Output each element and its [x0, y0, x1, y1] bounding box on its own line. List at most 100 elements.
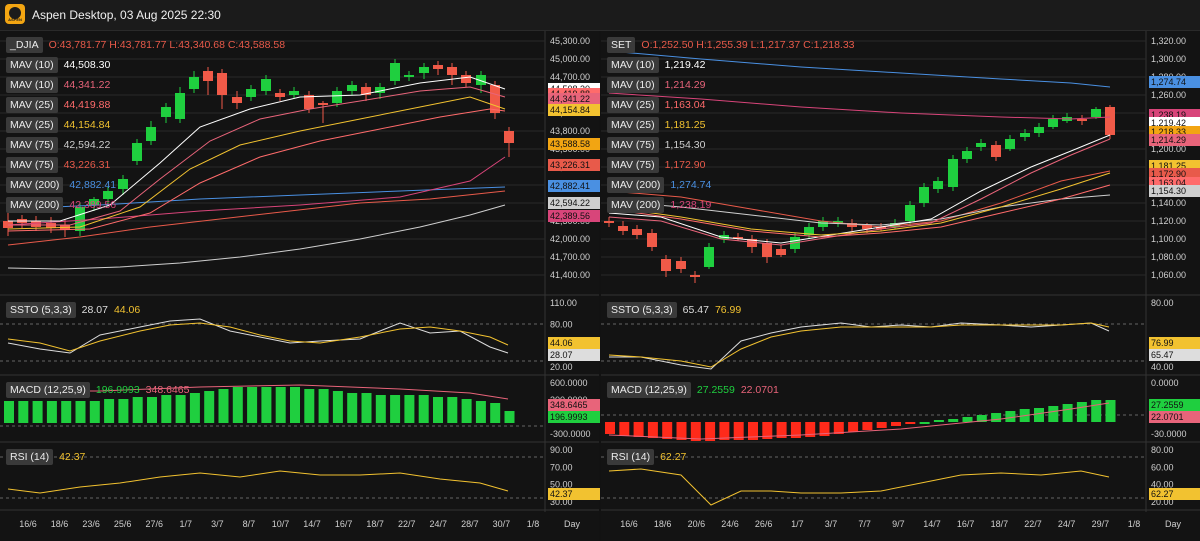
macd-histogram-bar	[819, 422, 830, 436]
macd-histogram-bar	[32, 401, 43, 423]
legend-label: MAV (25)	[607, 97, 659, 113]
candle-body	[919, 187, 929, 203]
legend-row: MAV (75) 43,226.31	[6, 157, 116, 173]
candle-body	[804, 227, 814, 235]
legend-value: 44,341.22	[63, 79, 111, 91]
date-axis-tick: 1/7	[791, 519, 804, 529]
macd-histogram-bar	[905, 422, 916, 424]
macd-histogram-bar	[733, 422, 744, 440]
price-axis-tick: 41,700.00	[550, 252, 590, 262]
rsi-line	[7, 470, 509, 494]
macd-histogram-bar	[304, 389, 315, 423]
candle-body	[1005, 139, 1015, 149]
macd-histogram-bar	[1091, 400, 1102, 422]
date-axis-tick: 16/7	[957, 519, 975, 529]
mav75-white-line	[7, 204, 506, 270]
candle-body	[1105, 107, 1115, 135]
macd-histogram-bar	[762, 422, 773, 439]
candle-body	[332, 91, 342, 103]
candle-body	[948, 159, 958, 187]
ssto-name: SSTO (5,3,3)	[6, 302, 76, 318]
mav75-white-line	[608, 194, 1111, 226]
candle-body	[991, 145, 1001, 157]
candle-body	[862, 225, 872, 229]
macd-histogram-bar	[790, 422, 801, 438]
ssto-d-value: 44.06	[113, 304, 141, 316]
macd-histogram-bar	[218, 389, 229, 423]
date-axis-tick: 3/7	[211, 519, 224, 529]
legend-label: MAV (25)	[607, 117, 659, 133]
mav10-white-line	[608, 134, 1111, 244]
rsi-name: RSI (14)	[607, 449, 655, 465]
candle-body	[375, 87, 385, 93]
price-axis-tick: 1,260.00	[1151, 90, 1186, 100]
candle-body	[1048, 119, 1058, 127]
legend-row: MAV (25) 1,163.04	[607, 97, 711, 113]
rsi-axis-tick: 40.00	[1151, 480, 1174, 490]
ssto-axis-label: 44.06	[548, 337, 600, 349]
macd-histogram-bar	[862, 422, 873, 430]
macd-legend: MACD (12,25,9) 196.9993 348.6465	[6, 382, 195, 398]
macd-axis-label: 196.9993	[548, 411, 600, 423]
date-axis-tick: 1/8	[527, 519, 540, 529]
price-label: 43,588.58	[548, 137, 600, 150]
date-axis-tick: 24/7	[430, 519, 448, 529]
macd-histogram-bar	[1105, 400, 1116, 422]
date-axis-tick: 3/7	[825, 519, 838, 529]
legend-row: MAV (200) 42,389.56	[6, 197, 122, 213]
macd-histogram-bar	[1034, 408, 1044, 422]
legend-value: 1,214.29	[664, 79, 706, 91]
macd-histogram-bar	[347, 393, 358, 423]
legend-value: 43,226.31	[63, 159, 111, 171]
date-axis-tick: 1/8	[1128, 519, 1141, 529]
macd-histogram-bar	[4, 401, 14, 423]
candle-body	[661, 259, 671, 271]
candle-body	[747, 239, 757, 247]
date-axis-tick: 22/7	[398, 519, 416, 529]
candle-body	[1091, 109, 1101, 117]
candle-body	[31, 221, 41, 227]
macd-histogram-bar	[719, 422, 730, 440]
mav200-blue-line	[608, 50, 1111, 88]
macd-histogram-bar	[175, 395, 186, 423]
macd-histogram-bar	[662, 422, 673, 439]
legend-label: MAV (200)	[6, 197, 64, 213]
candle-body	[733, 237, 743, 239]
rsi-value: 62.27	[660, 451, 687, 463]
legend-value: 42,389.56	[69, 199, 117, 211]
macd-signal-line	[8, 384, 509, 400]
macd-signal-value: 348.6465	[145, 384, 190, 396]
candle-body	[604, 221, 614, 223]
set-chart-panel[interactable]: 1,320.001,300.001,280.001,260.001,240.00…	[601, 31, 1200, 541]
date-axis-tick: 16/6	[19, 519, 37, 529]
macd-histogram-bar	[204, 391, 215, 423]
candle-body	[476, 75, 486, 85]
price-axis-tick: 1,300.00	[1151, 54, 1186, 64]
legend-value: 44,508.30	[63, 59, 111, 71]
legend-label: MAV (10)	[607, 57, 659, 73]
legend-label: MAV (25)	[6, 97, 58, 113]
candle-body	[762, 243, 772, 257]
ssto-name: SSTO (5,3,3)	[607, 302, 677, 318]
macd-histogram-bar	[805, 422, 816, 437]
legend-row: MAV (75) 42,594.22	[6, 137, 116, 153]
macd-histogram-bar	[1062, 404, 1073, 422]
legend-row: MAV (10) 1,219.42	[607, 57, 711, 73]
price-axis-tick: 41,400.00	[550, 270, 590, 280]
macd-histogram-bar	[375, 395, 386, 423]
mav200-pink-line	[7, 156, 506, 226]
price-label: 44,341.22	[548, 92, 600, 105]
macd-histogram-bar	[475, 401, 486, 423]
rsi-value: 42.37	[59, 451, 86, 463]
rsi-legend: RSI (14) 62.27	[607, 449, 692, 465]
candle-body	[132, 143, 142, 161]
date-axis-tick: 18/6	[51, 519, 69, 529]
legend-label: MAV (10)	[6, 77, 58, 93]
djia-chart-panel[interactable]: 45,300.0045,000.0044,700.0044,400.0044,1…	[0, 31, 600, 541]
macd-name: MACD (12,25,9)	[6, 382, 90, 398]
ohlc-readout: O:43,781.77 H:43,781.77 L:43,340.68 C:43…	[48, 39, 286, 51]
candle-body	[1020, 133, 1030, 137]
price-axis-tick: 42,000.00	[550, 234, 590, 244]
candle-body	[246, 89, 256, 97]
candle-body	[203, 71, 213, 81]
